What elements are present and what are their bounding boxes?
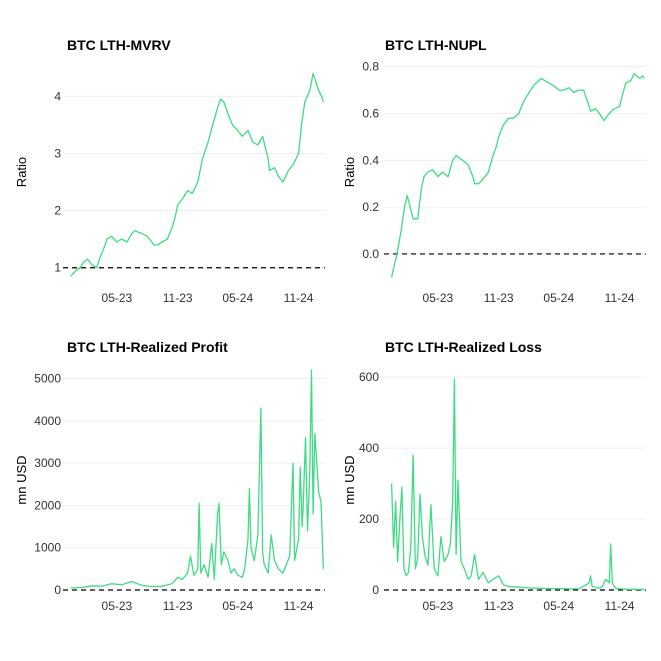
chart-panel-lth-nupl: BTC LTH-NUPL Ratio 0.0 0.2 0.4 0.6 0.8 05-23 1…	[342, 37, 646, 305]
y-tick-label: 1	[54, 261, 61, 275]
x-tick-label: 05-24	[222, 599, 253, 613]
y-tick-label: 2000	[34, 498, 61, 512]
x-tick-label: 05-23	[102, 291, 133, 305]
y-tick-label: 3000	[34, 456, 61, 470]
x-tick-label: 05-23	[102, 599, 133, 613]
series-line	[390, 378, 645, 590]
x-tick-label: 05-24	[543, 599, 574, 613]
y-axis-label: Ratio	[14, 157, 29, 187]
chart-panel-lth-realized-profit: BTC LTH-Realized Profit mn USD 0 1000 2000…	[14, 339, 325, 613]
y-tick-label: 0.2	[362, 200, 379, 214]
series-line	[390, 73, 645, 278]
y-tick-label: 400	[359, 441, 379, 455]
x-tick-label: 05-23	[423, 599, 454, 613]
y-tick-label: 200	[359, 512, 379, 526]
chart-title: BTC LTH-MVRV	[67, 37, 171, 53]
chart-title: BTC LTH-Realized Loss	[385, 339, 542, 355]
x-tick-label: 11-24	[284, 291, 314, 305]
y-tick-label: 5000	[34, 371, 61, 385]
series-line	[70, 369, 324, 589]
x-tick-label: 05-23	[423, 291, 454, 305]
y-tick-label: 3	[54, 146, 61, 160]
x-tick-label: 11-23	[484, 291, 514, 305]
y-axis-label: Ratio	[342, 157, 357, 187]
x-tick-label: 11-23	[163, 599, 193, 613]
y-tick-label: 600	[359, 370, 379, 384]
y-tick-label: 0	[54, 583, 61, 597]
y-axis-label: mn USD	[14, 455, 29, 504]
y-tick-label: 4	[54, 89, 61, 103]
y-tick-label: 0.0	[362, 247, 379, 261]
y-axis-label: mn USD	[342, 455, 357, 504]
x-tick-label: 11-24	[605, 291, 635, 305]
x-tick-label: 11-24	[284, 599, 314, 613]
y-tick-label: 0	[372, 583, 379, 597]
x-tick-label: 11-23	[484, 599, 514, 613]
x-tick-label: 05-24	[222, 291, 253, 305]
y-tick-label: 0.4	[362, 153, 379, 167]
chart-title: BTC LTH-Realized Profit	[67, 339, 228, 355]
x-tick-label: 11-23	[163, 291, 193, 305]
y-tick-label: 2	[54, 204, 61, 218]
x-tick-label: 11-24	[605, 599, 635, 613]
series-line	[70, 72, 324, 277]
y-tick-label: 0.6	[362, 106, 379, 120]
y-tick-label: 1000	[34, 541, 61, 555]
chart-panel-lth-mvrv: BTC LTH-MVRV Ratio 1 2 3 4 05-23 11-23 05-24 11…	[14, 37, 325, 305]
y-tick-label: 0.8	[362, 60, 379, 74]
y-tick-label: 4000	[34, 414, 61, 428]
chart-panel-lth-realized-loss: BTC LTH-Realized Loss mn USD 0 200 400 600 0…	[342, 339, 646, 613]
x-tick-label: 05-24	[543, 291, 574, 305]
chart-title: BTC LTH-NUPL	[385, 37, 487, 53]
